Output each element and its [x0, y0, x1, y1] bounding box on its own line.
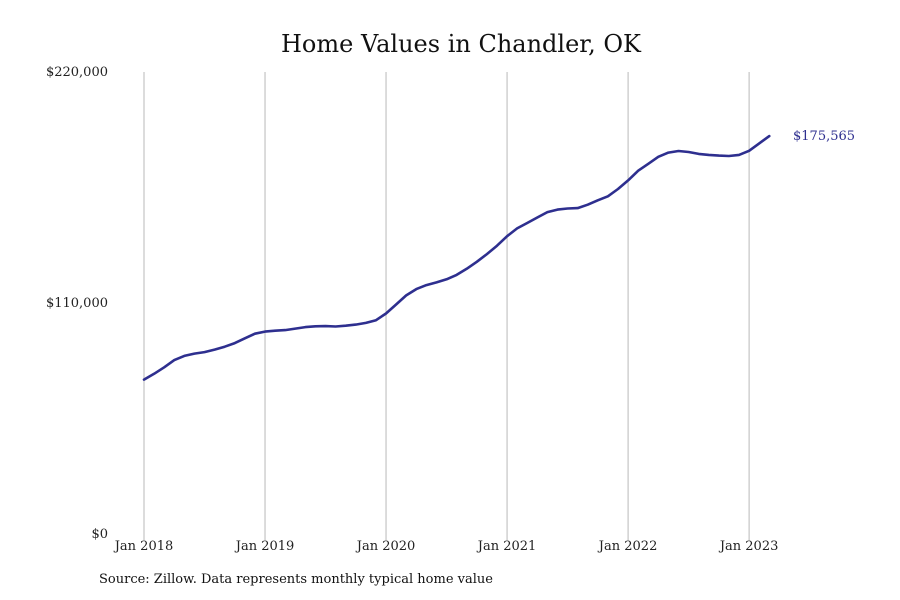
end-label-layer: $175,565: [793, 129, 855, 144]
chart-title: Home Values in Chandler, OK: [281, 30, 642, 58]
grid-lines: [143, 72, 750, 540]
y-axis-tick-labels: $0 $110,000 $220,000: [46, 65, 108, 542]
x-tick-label: Jan 2019: [234, 539, 295, 554]
end-value-label: $175,565: [793, 129, 855, 144]
x-tick-label: Jan 2023: [718, 539, 779, 554]
x-tick-label: Jan 2021: [476, 539, 537, 554]
source-note: Source: Zillow. Data represents monthly …: [99, 572, 493, 587]
x-tick-label: Jan 2018: [113, 539, 174, 554]
y-tick-label: $220,000: [46, 65, 108, 80]
y-tick-label: $110,000: [46, 296, 108, 311]
x-axis-tick-labels: Jan 2018 Jan 2019 Jan 2020 Jan 2021 Jan 2022…: [113, 539, 779, 554]
series-line: [142, 134, 771, 381]
x-tick-label: Jan 2022: [597, 539, 658, 554]
series-layer: [142, 134, 771, 381]
y-tick-label: $0: [91, 527, 108, 542]
x-tick-label: Jan 2020: [355, 539, 416, 554]
